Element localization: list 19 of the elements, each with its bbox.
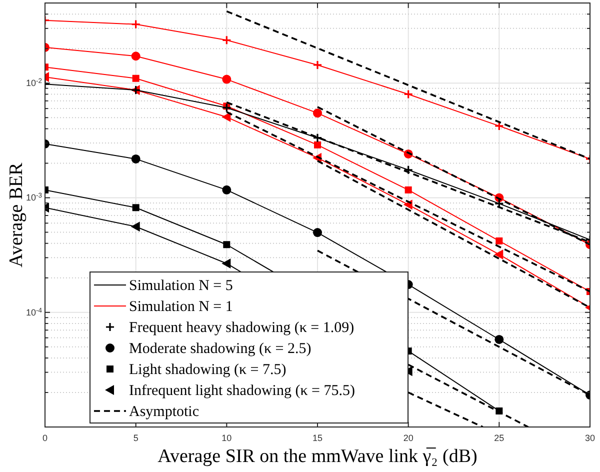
y-tick-label: 10$^{-3}$ [26, 192, 42, 203]
x-axis-title: Average SIR on the mmWave link γ̅₂ (dB) [158, 446, 478, 467]
x-tick-label: 30 [584, 433, 596, 443]
y-axis-title: Average BER [6, 162, 27, 268]
legend-label: Light shadowing (κ = 7.5) [129, 362, 286, 378]
x-tick-label: 25 [494, 433, 504, 443]
legend-label: Simulation N = 5 [129, 278, 233, 294]
x-tick-label: 10 [222, 433, 232, 443]
legend-label: Moderate shadowing (κ = 2.5) [129, 341, 312, 357]
legend-label: Simulation N = 1 [129, 299, 233, 315]
x-tick-label: 5 [133, 433, 138, 443]
y-tick-label: 10$^{-2}$ [26, 78, 42, 88]
x-tick-label: 0 [42, 433, 48, 443]
legend-label: Asymptotic [129, 404, 200, 420]
x-tick-label: 20 [403, 433, 414, 443]
legend-label: Frequent heavy shadowing (κ = 1.09) [129, 320, 354, 336]
legend-label: Infrequent light shadowing (κ = 75.5) [129, 383, 355, 399]
y-tick-label: 10$^{-4}$ [26, 306, 42, 318]
x-tick-label: 15 [312, 433, 323, 443]
